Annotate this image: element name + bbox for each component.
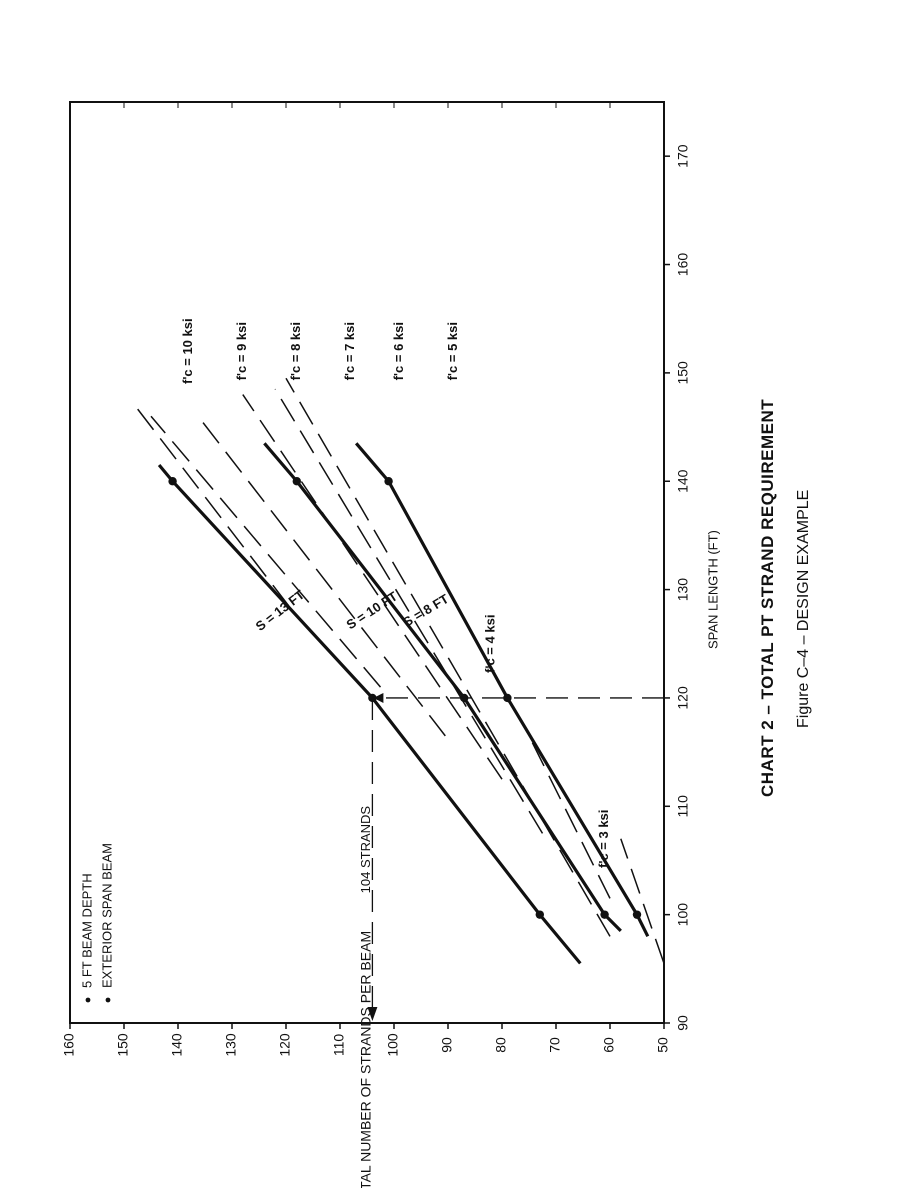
curve-point	[168, 477, 177, 486]
y-tick-label: 100	[385, 1033, 401, 1057]
curve-point	[503, 693, 512, 703]
axis-labels: 90 100 110 120 130 140 150 160 170 50 60 70 80 90 100 1…	[61, 144, 721, 1188]
strength-line	[274, 388, 544, 834]
spacing-curve	[354, 442, 650, 938]
strength-line	[150, 415, 382, 688]
x-tick-label: 140	[675, 469, 691, 493]
strands-label: 104 STRANDS	[358, 806, 373, 894]
design-annotation: 104 STRANDS	[358, 692, 664, 1021]
spacing-curves: S = 13 FT S = 10 FT S = 8 FT	[157, 442, 650, 965]
strength-line-label: f'c = 8 ksi	[288, 322, 303, 380]
x-tick-label: 150	[675, 361, 691, 385]
curve-label: S = 10 FT	[344, 588, 400, 632]
x-tick-label: 90	[675, 1015, 691, 1031]
y-tick-label: 160	[61, 1033, 77, 1057]
y-tick-label: 120	[277, 1033, 293, 1057]
y-tick-label: 70	[547, 1037, 563, 1053]
curve-point	[535, 910, 544, 919]
strength-line	[201, 421, 446, 737]
strength-line	[522, 724, 611, 899]
legend-entry: 5 FT BEAM DEPTH	[79, 873, 94, 988]
y-axis-label: TOTAL NUMBER OF STRANDS PER BEAM	[358, 931, 374, 1188]
y-tick-label: 80	[493, 1037, 509, 1053]
x-tick-label: 110	[675, 795, 691, 818]
strength-line	[285, 377, 611, 937]
chart-title: CHART 2 – TOTAL PT STRAND REQUIREMENT	[758, 398, 777, 797]
y-tick-label: 90	[439, 1037, 455, 1053]
strength-lines: f'c = 10 ksi f'c = 9 ksi f'c = 8 ksi f'c = …	[134, 318, 665, 964]
strength-line-label: f'c = 10 ksi	[180, 318, 195, 384]
strength-line-label: f'c = 7 ksi	[342, 322, 357, 380]
strength-line-label: f'c = 9 ksi	[234, 322, 249, 380]
tick-marks	[69, 102, 670, 1029]
curve-point	[600, 910, 609, 919]
y-tick-label: 110	[331, 1034, 347, 1057]
x-axis-label: SPAN LENGTH (FT)	[705, 530, 720, 649]
y-tick-label: 60	[601, 1037, 617, 1053]
x-tick-label: 160	[675, 253, 691, 277]
y-tick-label: 50	[655, 1037, 671, 1053]
y-tick-label: 130	[223, 1033, 239, 1057]
plot-frame	[69, 101, 665, 1024]
legend-entry: EXTERIOR SPAN BEAM	[99, 843, 114, 988]
legend-marker	[105, 997, 111, 1003]
x-tick-label: 100	[675, 903, 691, 927]
legend-marker	[85, 997, 91, 1003]
curve-point	[632, 910, 642, 919]
strength-line	[620, 838, 665, 964]
arrow-head	[367, 1007, 378, 1021]
strength-line	[134, 404, 290, 607]
arrow-head	[373, 692, 384, 703]
y-tick-label: 140	[169, 1033, 185, 1057]
curve-point	[384, 477, 393, 486]
spacing-curve	[263, 442, 622, 933]
strength-line-label: f'c = 5 ksi	[445, 322, 460, 380]
x-tick-label: 170	[675, 144, 691, 168]
strength-line	[242, 394, 503, 780]
x-tick-label: 120	[675, 686, 691, 710]
x-tick-label: 130	[675, 578, 691, 602]
y-tick-label: 150	[115, 1033, 131, 1057]
curve-point	[292, 477, 301, 486]
chart-subtitle: Figure C–4 – DESIGN EXAMPLE	[795, 489, 812, 728]
strength-line-label: f'c = 6 ksi	[391, 322, 406, 380]
